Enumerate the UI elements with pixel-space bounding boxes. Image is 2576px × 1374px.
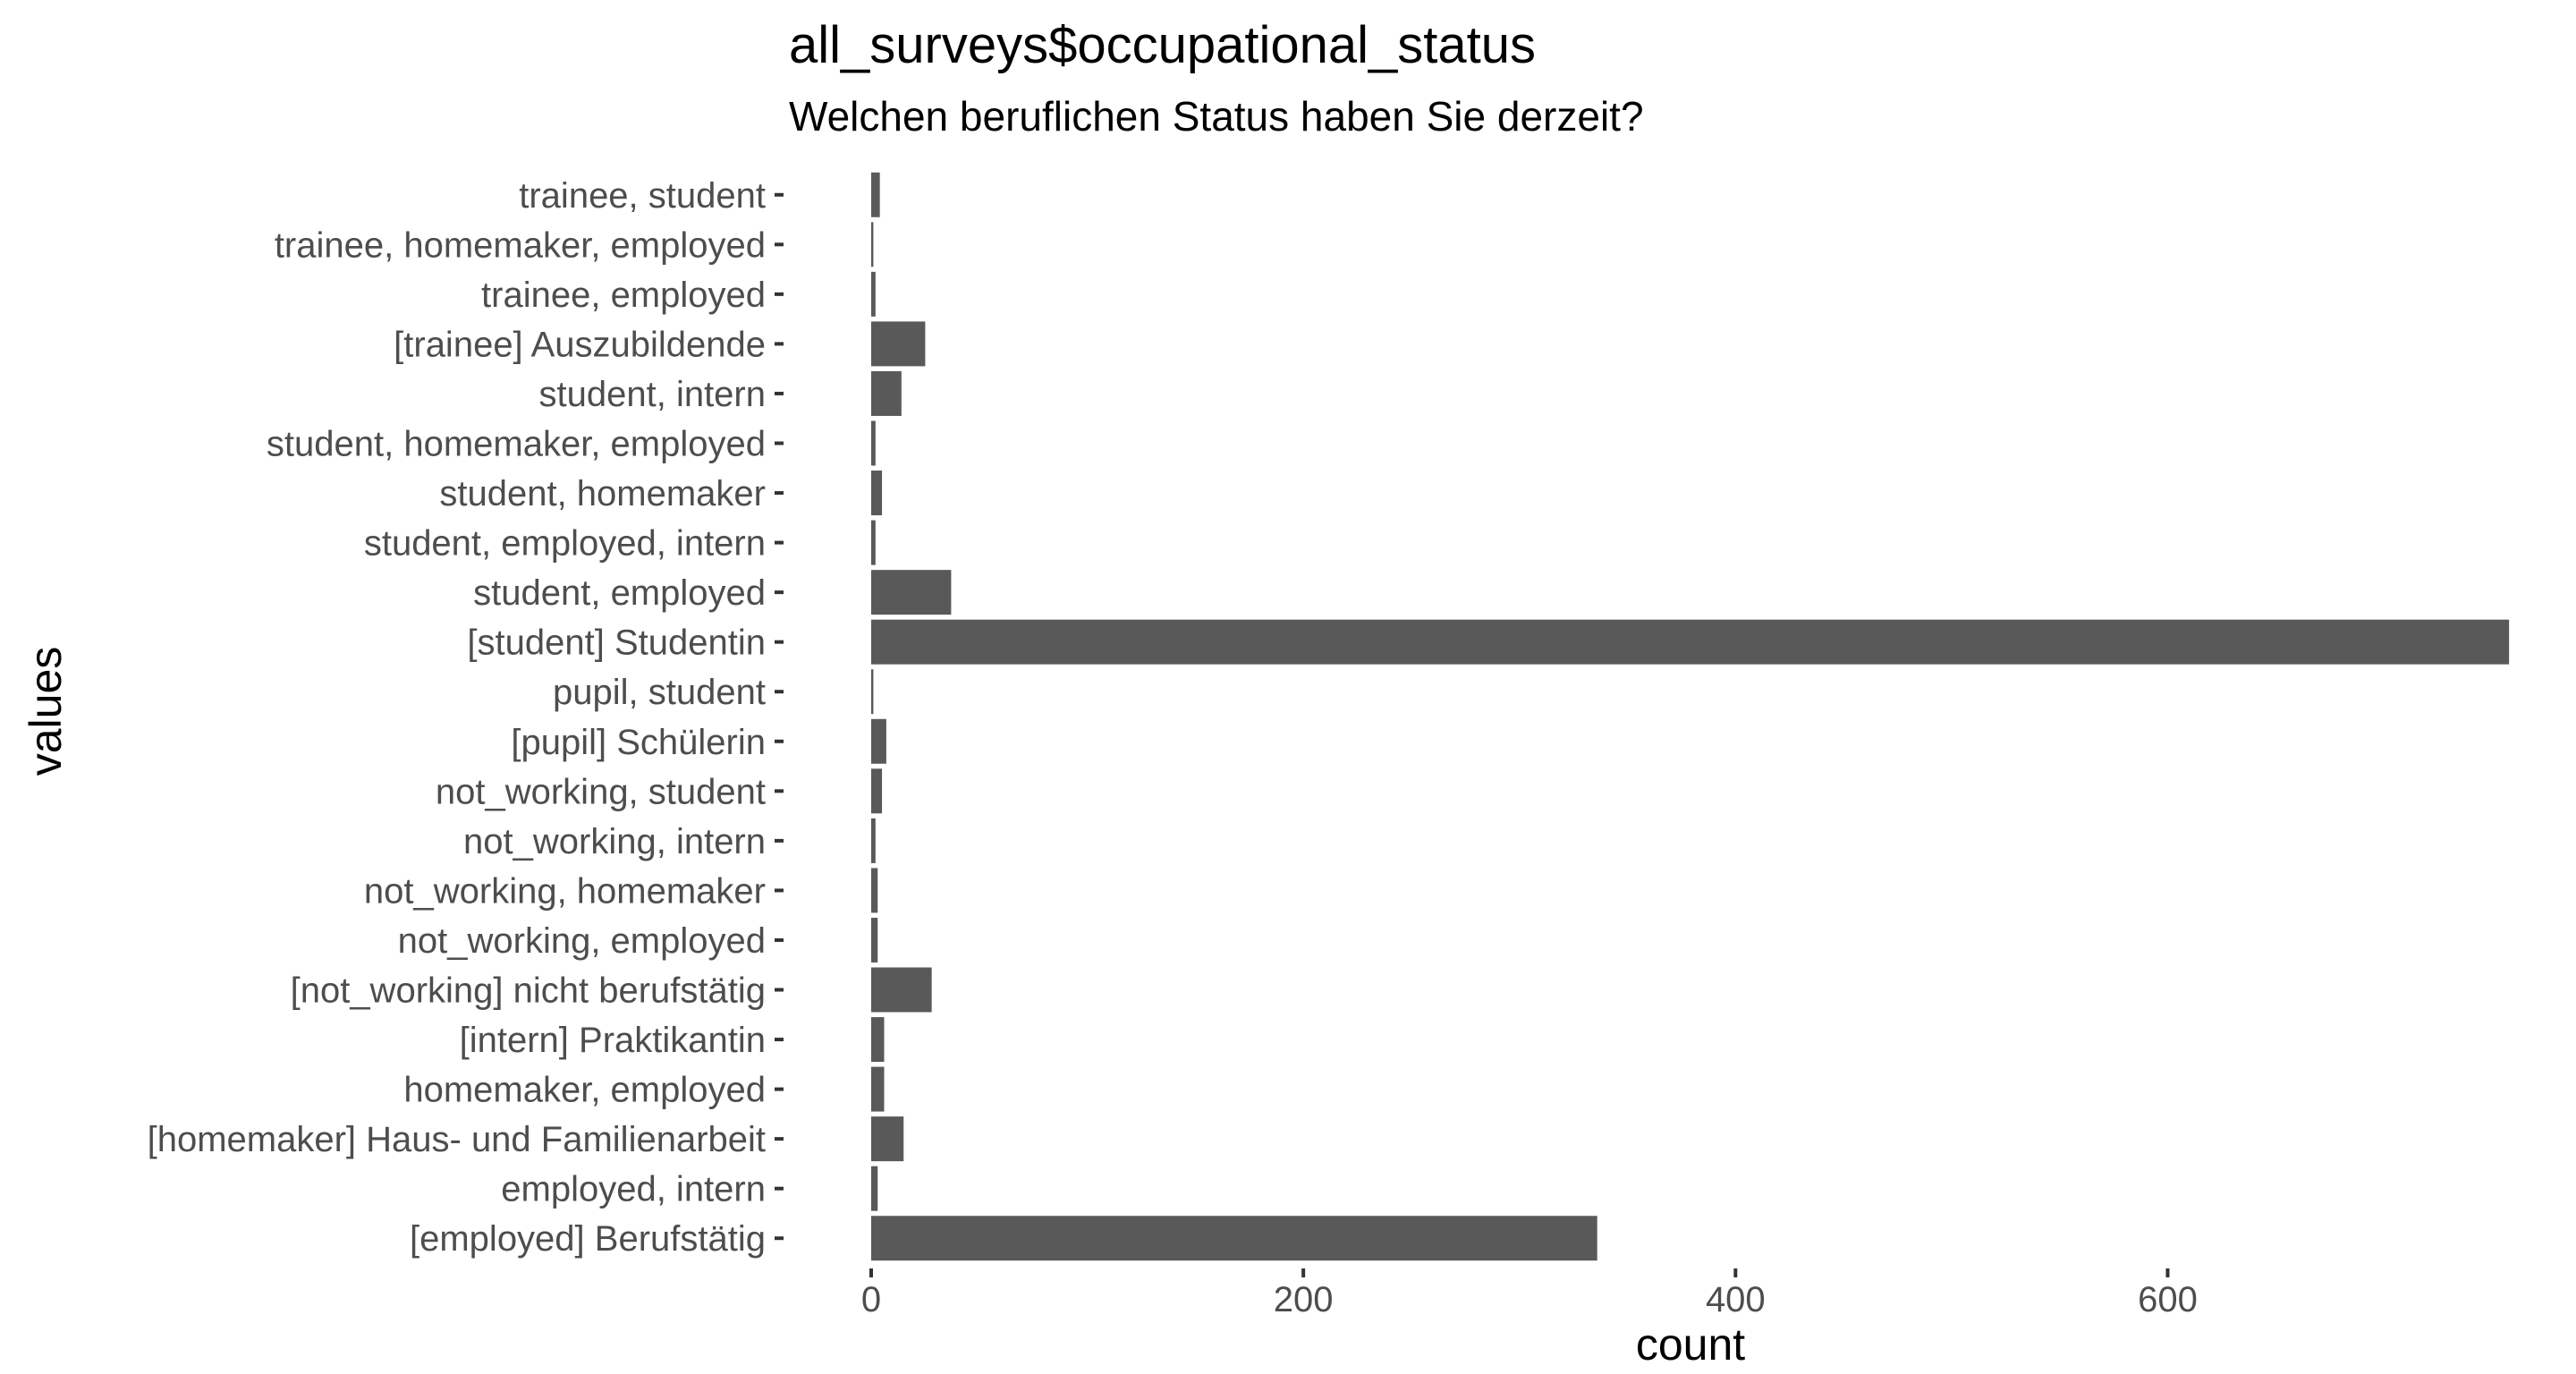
x-tick-label: 400: [1706, 1280, 1766, 1319]
y-tick-label: student, employed, intern: [364, 524, 766, 564]
y-axis: trainee, student trainee, homemaker, empl…: [148, 176, 784, 1259]
bar: [871, 471, 883, 516]
bar: [871, 172, 880, 217]
y-tick-label: [intern] Praktikantin: [460, 1021, 766, 1060]
y-tick-label: employed, intern: [501, 1170, 766, 1209]
y-tick-label: not_working, student: [436, 772, 766, 811]
bar: [871, 222, 874, 267]
bar: [871, 1066, 885, 1112]
bar: [871, 669, 874, 715]
y-tick-label: not_working, employed: [398, 921, 766, 961]
y-axis-title: values: [21, 647, 71, 776]
bar: [871, 370, 902, 416]
bar: [871, 570, 952, 615]
bar: [871, 1116, 904, 1162]
bar: [871, 718, 886, 764]
chart-subtitle: Welchen beruflichen Status haben Sie der…: [789, 93, 1644, 140]
bar: [871, 1216, 1597, 1261]
x-tick-label: 200: [1274, 1280, 1334, 1319]
y-tick-label: [employed] Berufstätig: [410, 1219, 766, 1259]
y-tick-label: student, homemaker: [439, 474, 766, 513]
bar: [871, 1017, 885, 1063]
y-tick-label: trainee, homemaker, employed: [275, 225, 766, 265]
bar: [871, 271, 876, 317]
bar: [871, 520, 876, 565]
y-tick-label: trainee, employed: [481, 276, 766, 315]
y-tick-label: student, intern: [539, 375, 767, 414]
y-tick-label: student, employed: [473, 573, 766, 613]
y-tick-label: not_working, intern: [463, 822, 766, 861]
bar: [871, 818, 876, 863]
y-tick-label: not_working, homemaker: [364, 871, 766, 911]
x-axis: 0 200 400 600: [861, 1268, 2198, 1319]
y-tick-label: [homemaker] Haus- und Familienarbeit: [148, 1120, 766, 1159]
y-tick-label: [trainee] Auszubildende: [394, 325, 766, 364]
y-tick-label: [pupil] Schülerin: [511, 723, 766, 762]
x-axis-title: count: [1636, 1319, 1745, 1370]
y-tick-label: [not_working] nicht berufstätig: [291, 971, 766, 1011]
y-tick-label: homemaker, employed: [403, 1071, 766, 1110]
chart-title: all_surveys$occupational_status: [789, 16, 1536, 74]
bar: [871, 917, 878, 963]
y-tick-label: trainee, student: [519, 176, 766, 216]
x-tick-label: 0: [861, 1280, 881, 1319]
bar: [871, 967, 932, 1013]
bar: [871, 321, 926, 367]
bars-group: [871, 172, 2510, 1261]
bar: [871, 619, 2510, 665]
y-tick-label: student, homemaker, employed: [267, 425, 766, 464]
y-tick-label: [student] Studentin: [467, 623, 766, 663]
x-tick-label: 600: [2138, 1280, 2198, 1319]
bar: [871, 768, 883, 814]
bar: [871, 868, 878, 913]
y-tick-label: pupil, student: [553, 673, 766, 712]
bar: [871, 420, 876, 466]
bar: [871, 1166, 878, 1211]
